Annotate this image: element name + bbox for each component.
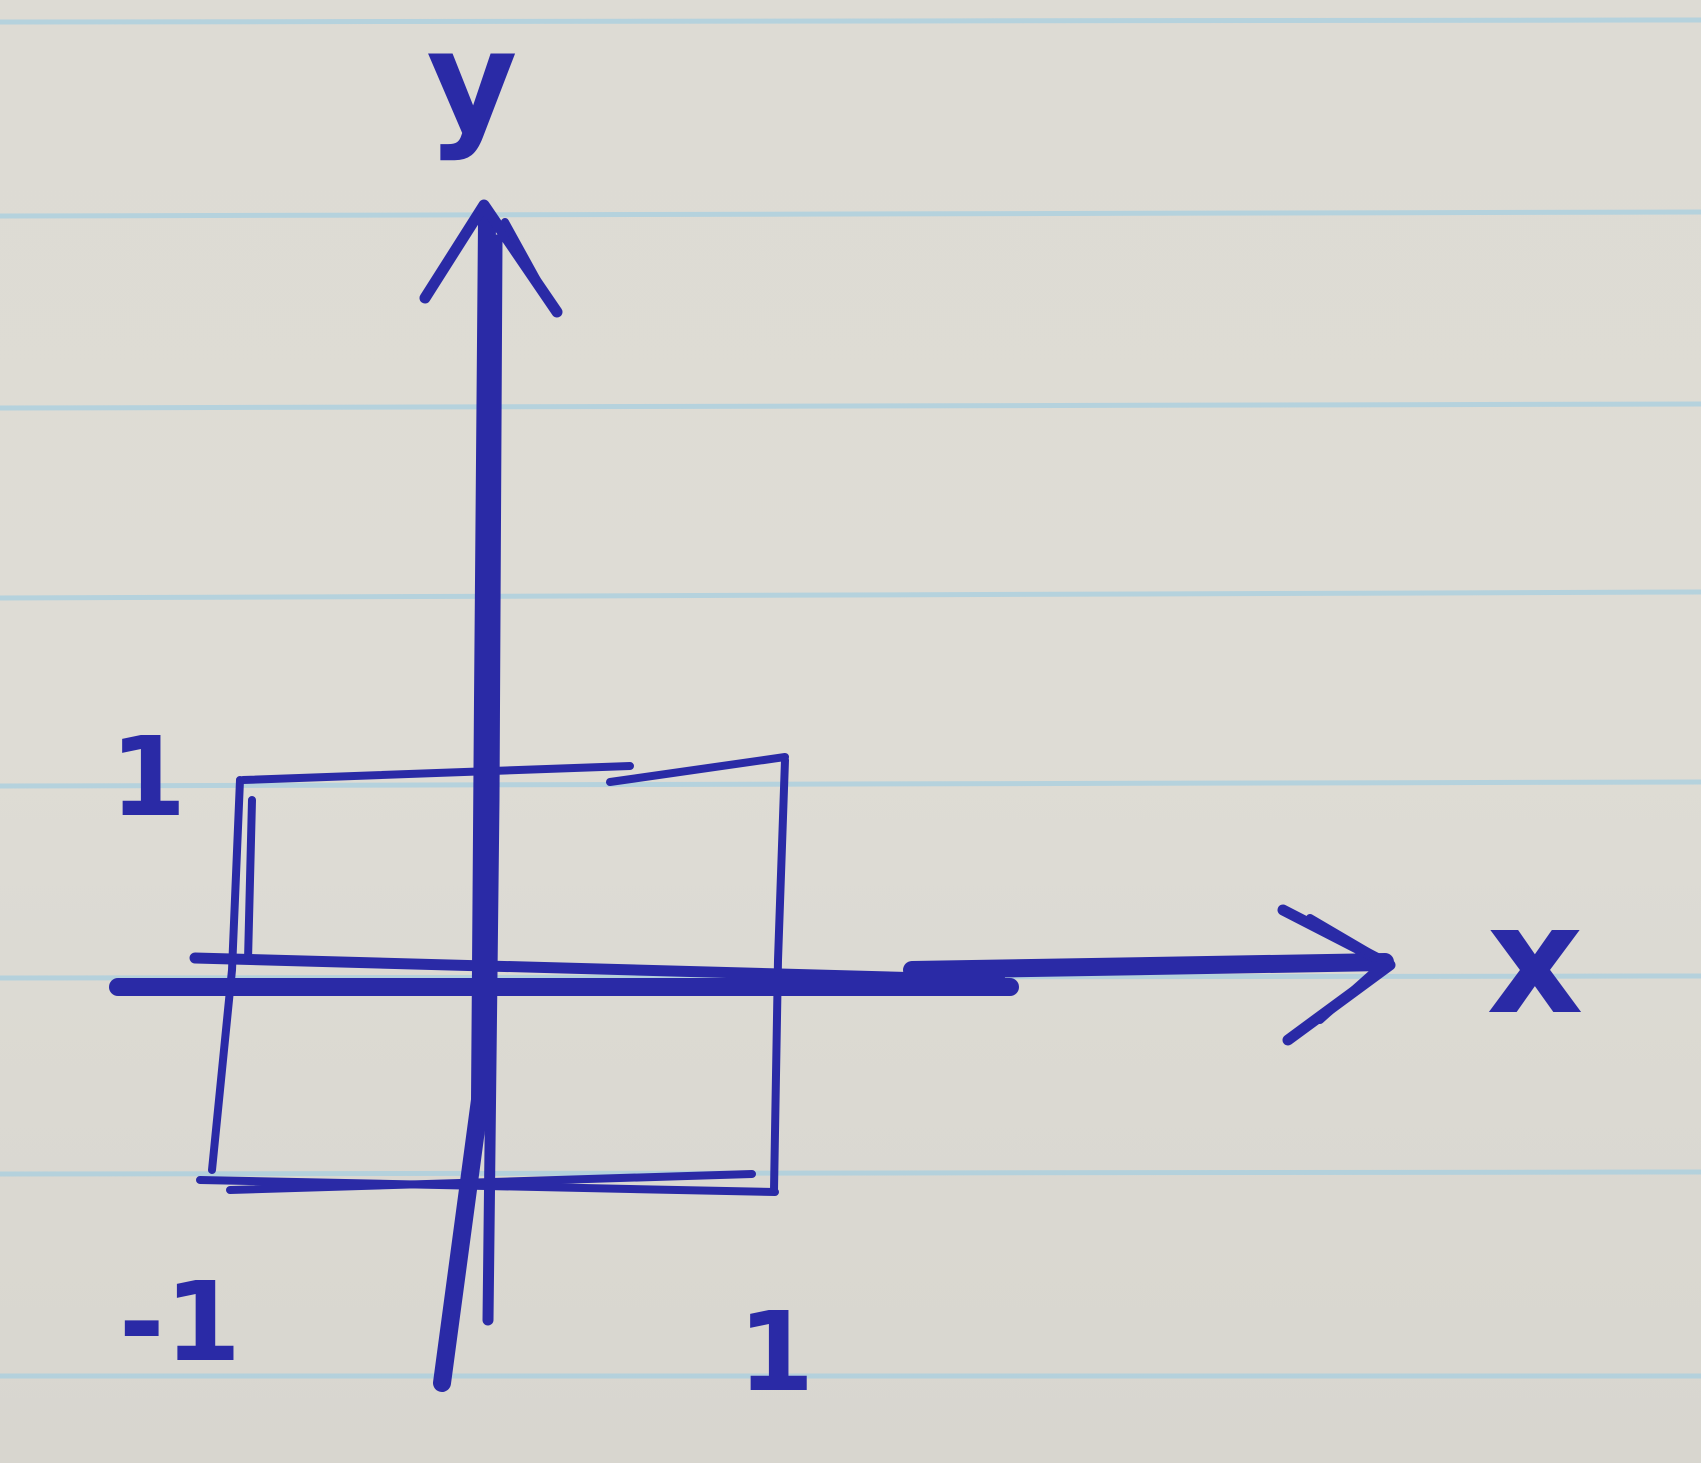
y-axis-line — [433, 213, 496, 1392]
x-tick-label-minus-1: -1 — [119, 1258, 241, 1386]
tick-labels: 1 -1 1 — [110, 713, 815, 1416]
x-axis — [109, 904, 1396, 1046]
ruled-line — [0, 401, 1701, 411]
ruled-line — [0, 17, 1701, 25]
ruled-line — [0, 209, 1701, 219]
y-axis — [419, 199, 563, 1392]
ruled-line — [0, 589, 1701, 601]
ruled-lines — [0, 17, 1701, 1379]
x-axis-label: x — [1487, 874, 1584, 1048]
y-tick-label-1: 1 — [110, 713, 187, 841]
square-right-edge — [770, 756, 789, 1194]
square-left-edge — [208, 776, 244, 1174]
ruled-line — [0, 1169, 1701, 1177]
y-axis-arrowhead-retrace — [501, 218, 552, 304]
square-left-edge-retrace — [244, 796, 256, 964]
x-axis-line-retrace — [189, 952, 1006, 986]
x-tick-label-1: 1 — [738, 1288, 815, 1416]
axis-labels: x y — [426, 1, 1583, 1048]
y-axis-line-retrace — [482, 234, 503, 1326]
x-axis-arrowhead-retrace — [1306, 914, 1389, 1024]
ruled-line — [0, 779, 1701, 789]
square-top-edge-right — [606, 753, 789, 786]
y-axis-label: y — [426, 1, 517, 164]
square-top-edge — [239, 762, 634, 784]
x-axis-line-right — [903, 953, 1394, 979]
